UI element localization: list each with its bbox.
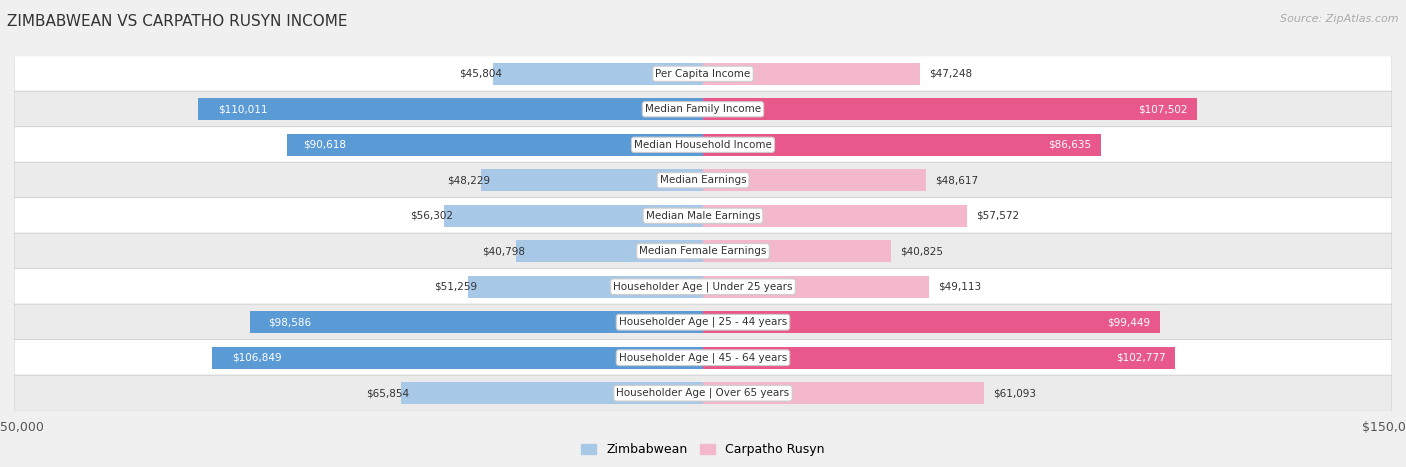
Text: Source: ZipAtlas.com: Source: ZipAtlas.com <box>1281 14 1399 24</box>
Text: $48,229: $48,229 <box>447 175 491 185</box>
Bar <box>468 276 703 298</box>
Text: $45,804: $45,804 <box>458 69 502 79</box>
Text: $102,777: $102,777 <box>1116 353 1166 363</box>
Bar <box>703 205 967 227</box>
Text: Per Capita Income: Per Capita Income <box>655 69 751 79</box>
Text: Median Household Income: Median Household Income <box>634 140 772 150</box>
Bar <box>703 276 928 298</box>
Text: $51,259: $51,259 <box>433 282 477 292</box>
Text: $61,093: $61,093 <box>993 388 1036 398</box>
Text: $107,502: $107,502 <box>1137 104 1188 114</box>
FancyBboxPatch shape <box>14 198 1392 234</box>
Text: $90,618: $90,618 <box>304 140 346 150</box>
Bar <box>703 134 1101 156</box>
Text: $40,798: $40,798 <box>482 246 524 256</box>
Text: $110,011: $110,011 <box>218 104 267 114</box>
Bar <box>703 63 920 85</box>
Text: Householder Age | Over 65 years: Householder Age | Over 65 years <box>616 388 790 398</box>
Text: Median Female Earnings: Median Female Earnings <box>640 246 766 256</box>
Bar <box>703 311 1160 333</box>
Bar <box>492 63 703 85</box>
Bar <box>444 205 703 227</box>
FancyBboxPatch shape <box>14 304 1392 340</box>
Bar <box>703 240 890 262</box>
Text: ZIMBABWEAN VS CARPATHO RUSYN INCOME: ZIMBABWEAN VS CARPATHO RUSYN INCOME <box>7 14 347 29</box>
Text: $49,113: $49,113 <box>938 282 981 292</box>
Text: Median Male Earnings: Median Male Earnings <box>645 211 761 221</box>
FancyBboxPatch shape <box>14 162 1392 198</box>
Text: Householder Age | 45 - 64 years: Householder Age | 45 - 64 years <box>619 353 787 363</box>
Bar <box>703 98 1197 120</box>
Text: $47,248: $47,248 <box>929 69 973 79</box>
Bar <box>212 347 703 369</box>
Legend: Zimbabwean, Carpatho Rusyn: Zimbabwean, Carpatho Rusyn <box>576 439 830 461</box>
FancyBboxPatch shape <box>14 91 1392 127</box>
Text: $98,586: $98,586 <box>269 317 312 327</box>
Text: $57,572: $57,572 <box>977 211 1019 221</box>
Bar <box>401 382 703 404</box>
FancyBboxPatch shape <box>14 127 1392 163</box>
Text: $65,854: $65,854 <box>367 388 409 398</box>
Bar <box>703 169 927 191</box>
FancyBboxPatch shape <box>14 233 1392 269</box>
FancyBboxPatch shape <box>14 269 1392 305</box>
FancyBboxPatch shape <box>14 56 1392 92</box>
Text: Householder Age | Under 25 years: Householder Age | Under 25 years <box>613 282 793 292</box>
FancyBboxPatch shape <box>14 340 1392 376</box>
Bar <box>703 347 1175 369</box>
Bar <box>250 311 703 333</box>
Text: Median Family Income: Median Family Income <box>645 104 761 114</box>
Text: Householder Age | 25 - 44 years: Householder Age | 25 - 44 years <box>619 317 787 327</box>
Bar <box>287 134 703 156</box>
Text: $40,825: $40,825 <box>900 246 942 256</box>
Text: $56,302: $56,302 <box>411 211 454 221</box>
Text: $48,617: $48,617 <box>935 175 979 185</box>
Bar <box>703 382 984 404</box>
Bar <box>481 169 703 191</box>
Bar <box>516 240 703 262</box>
Bar <box>198 98 703 120</box>
Text: Median Earnings: Median Earnings <box>659 175 747 185</box>
Text: $99,449: $99,449 <box>1108 317 1150 327</box>
Text: $106,849: $106,849 <box>232 353 281 363</box>
FancyBboxPatch shape <box>14 375 1392 411</box>
Text: $86,635: $86,635 <box>1049 140 1091 150</box>
